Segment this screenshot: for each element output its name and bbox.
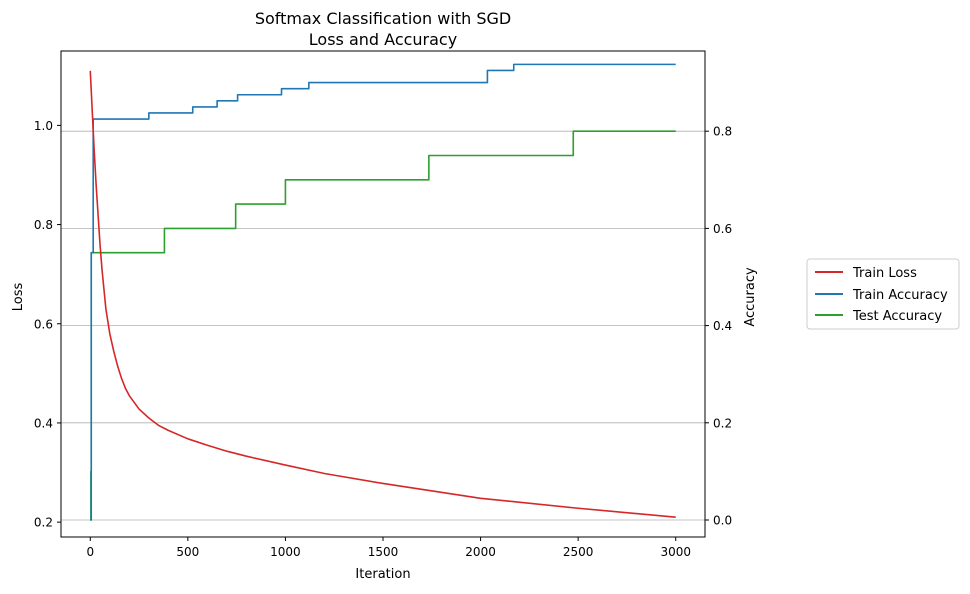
x-tick-label: 1000: [270, 545, 301, 559]
right-axis-label: Accuracy: [743, 267, 758, 327]
legend: Train Loss Train Accuracy Test Accuracy: [806, 258, 960, 330]
legend-frame: [806, 258, 960, 330]
left-tick-label: 0.4: [34, 416, 53, 430]
right-tick-label: 0.2: [713, 416, 732, 430]
x-tick-label: 0: [86, 545, 94, 559]
x-axis-ticks: 0 500 1000 1500 2000 2500 3000: [86, 537, 691, 559]
legend-label-test-accuracy: Test Accuracy: [852, 309, 942, 324]
x-tick-label: 2000: [465, 545, 496, 559]
chart-title-line-2: Loss and Accuracy: [309, 30, 457, 49]
series-lines: [89, 63, 676, 521]
legend-label-train-accuracy: Train Accuracy: [852, 288, 948, 303]
x-tick-label: 3000: [660, 545, 691, 559]
left-tick-label: 0.2: [34, 516, 53, 530]
series-line-train-accuracy: [90, 63, 676, 521]
x-tick-label: 2500: [563, 545, 594, 559]
left-axis-label: Loss: [11, 283, 26, 312]
chart-title-line-1: Softmax Classification with SGD: [255, 9, 511, 28]
right-tick-label: 0.8: [713, 125, 732, 139]
series-line-train-loss: [89, 70, 676, 518]
left-axis-ticks: 0.2 0.4 0.6 0.8 1.0: [34, 119, 61, 530]
right-axis-ticks: 0.0 0.2 0.4 0.6 0.8: [705, 125, 732, 527]
x-tick-label: 500: [176, 545, 199, 559]
left-tick-label: 0.8: [34, 218, 53, 232]
x-axis-label: Iteration: [355, 567, 410, 582]
x-tick-label: 1500: [368, 545, 399, 559]
right-tick-label: 0.0: [713, 513, 732, 527]
left-tick-label: 1.0: [34, 119, 53, 133]
left-tick-label: 0.6: [34, 317, 53, 331]
right-tick-label: 0.4: [713, 319, 732, 333]
right-tick-label: 0.6: [713, 222, 732, 236]
legend-label-train-loss: Train Loss: [852, 266, 917, 281]
